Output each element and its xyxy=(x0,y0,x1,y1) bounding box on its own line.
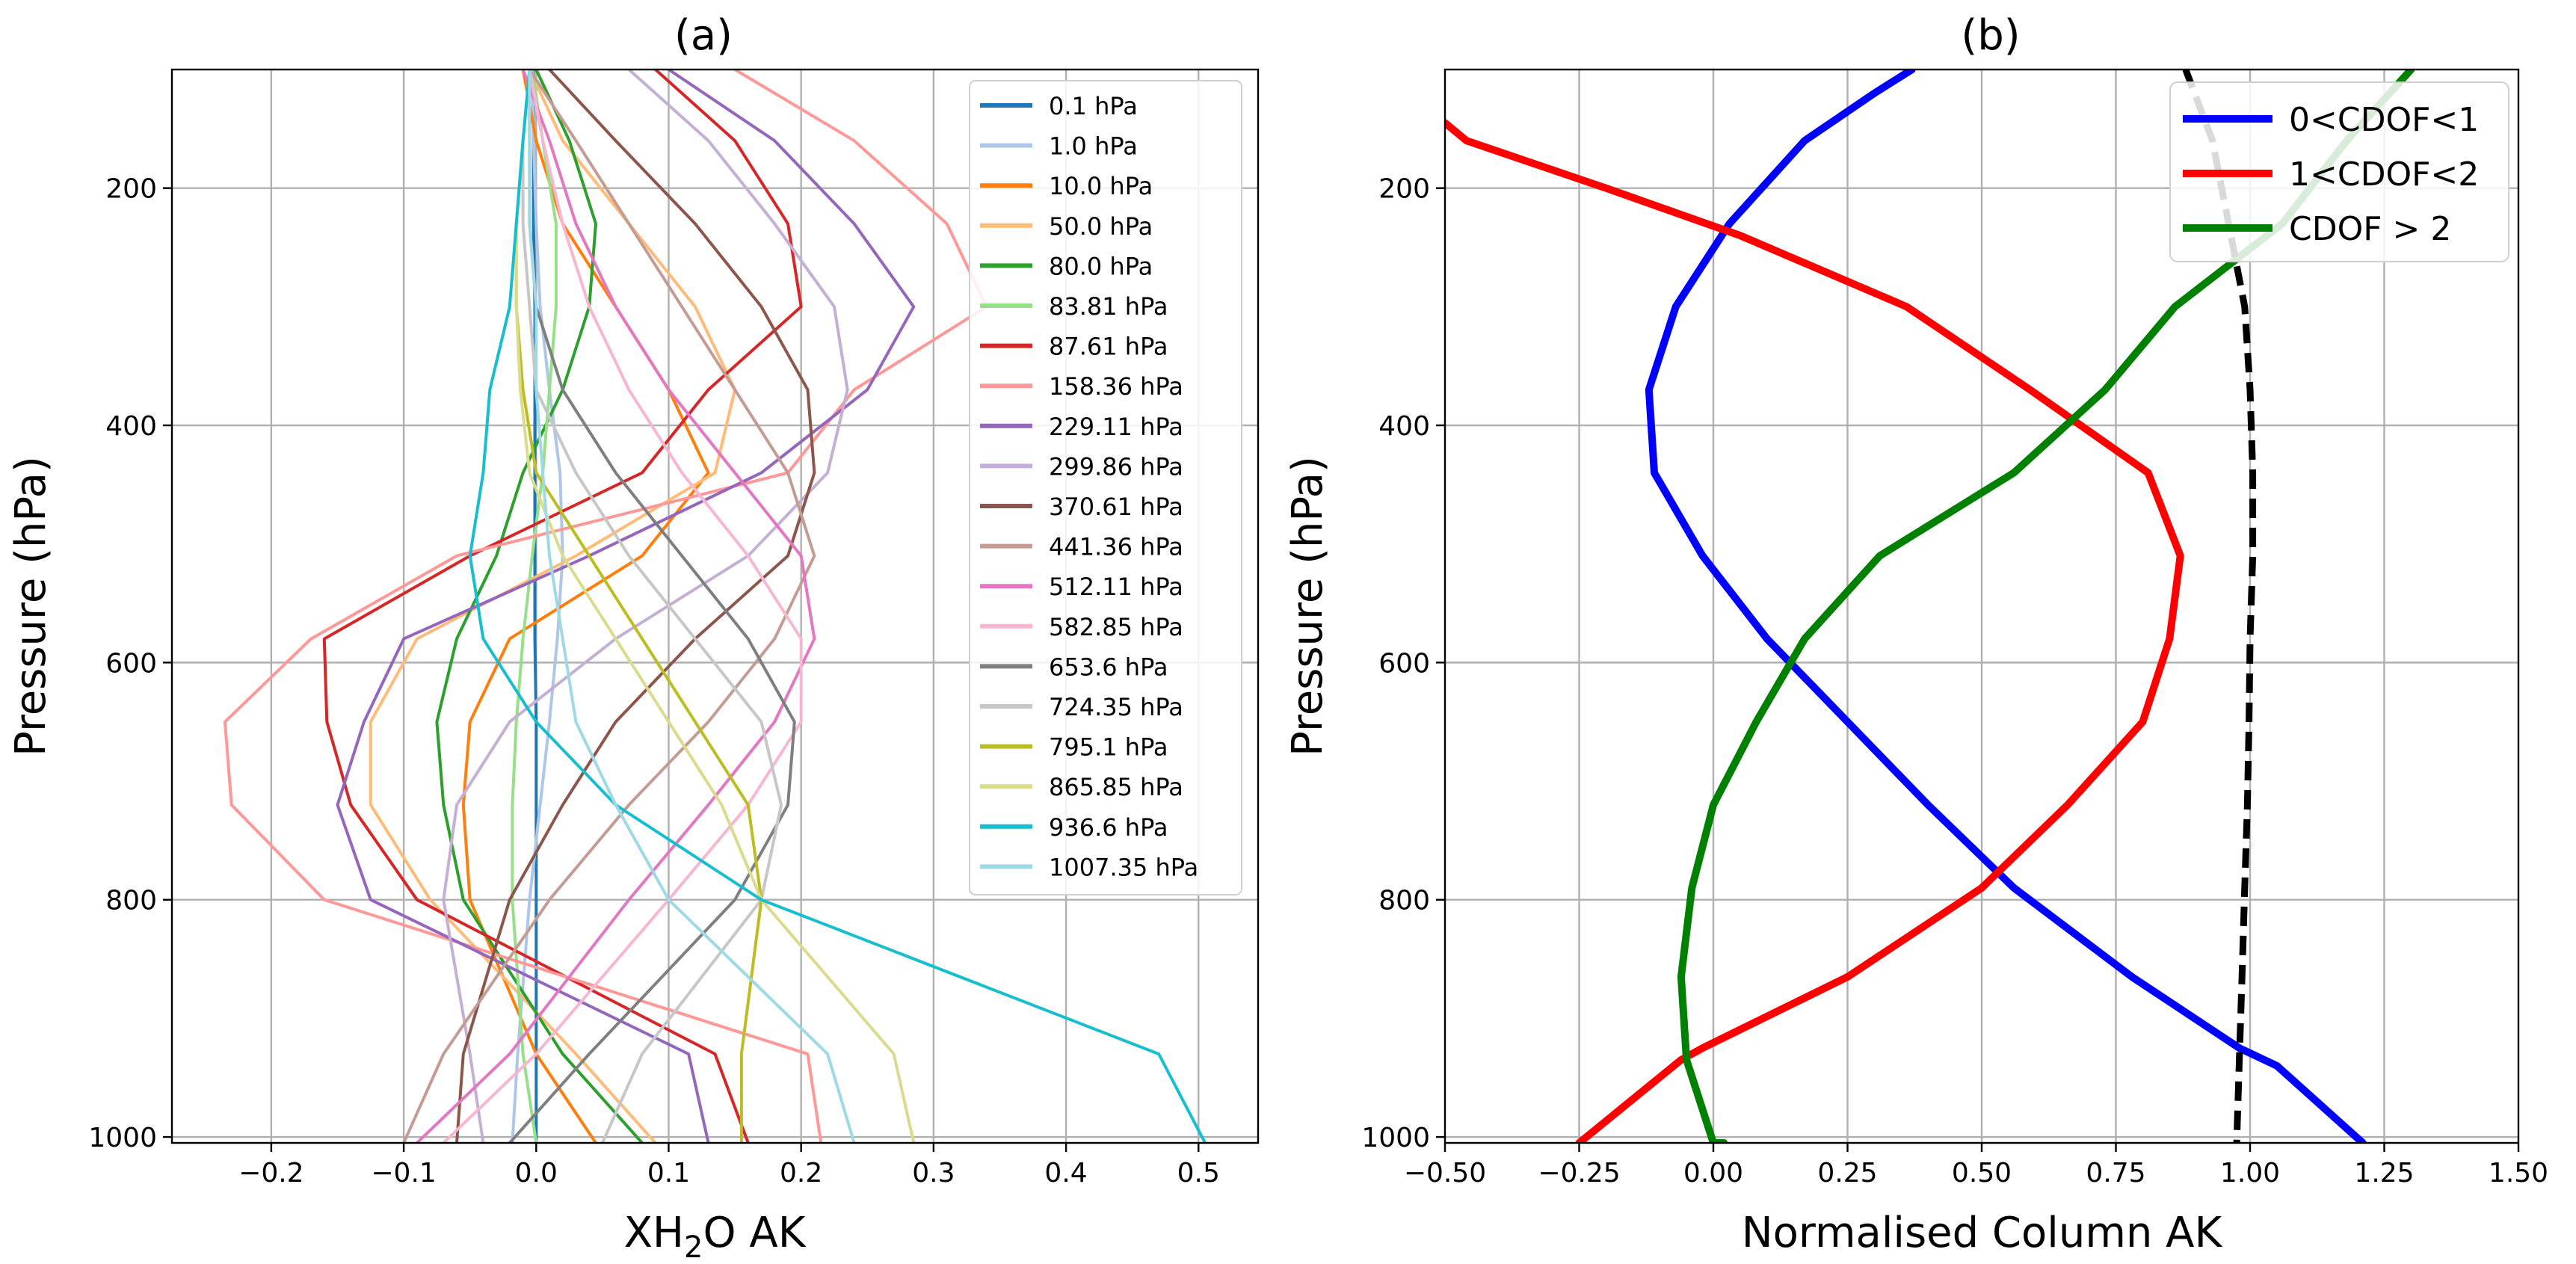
panel-b-xtick-label: 0.50 xyxy=(1952,1158,2012,1189)
panel-a-ylabel: Pressure (hPa) xyxy=(7,456,55,756)
panel-b-xtick-label: 0.25 xyxy=(1817,1158,1877,1189)
panel-b-xtick-label: −0.50 xyxy=(1404,1158,1486,1189)
panel-a-legend-label: 1007.35 hPa xyxy=(1049,853,1198,881)
panel-a-title: (a) xyxy=(674,11,733,60)
panel-b-legend-label: CDOF > 2 xyxy=(2289,210,2451,248)
panel-a-ytick-label: 800 xyxy=(105,886,157,916)
panel-a-frame xyxy=(170,68,1260,1144)
panel-a-ytick-label: 1000 xyxy=(88,1123,157,1153)
panel-a-series-line-12 xyxy=(415,70,816,1143)
panel-b-legend-label: 0<CDOF<1 xyxy=(2289,101,2479,139)
panel-a-ytick-label: 200 xyxy=(105,174,157,205)
panel-b-xtick-label: 1.50 xyxy=(2489,1158,2548,1189)
panel-b-ylabel: Pressure (hPa) xyxy=(1284,456,1332,756)
panel-a-legend-label: 865.85 hPa xyxy=(1049,773,1183,801)
panel-a-legend-label: 50.0 hPa xyxy=(1049,212,1153,241)
panel-a-legend-label: 87.61 hPa xyxy=(1049,333,1168,361)
panel-a-legend-label: 441.36 hPa xyxy=(1049,533,1183,561)
panel-b-xtick-label: 0.00 xyxy=(1683,1158,1743,1189)
panel-a-series xyxy=(223,70,1207,1143)
panel-a-series-line-7 xyxy=(223,70,988,1143)
panel-a-legend-label: 0.1 hPa xyxy=(1049,92,1138,120)
panel-b-ytick-label: 600 xyxy=(1378,648,1430,679)
panel-a-legend-label: 370.61 hPa xyxy=(1049,493,1183,521)
panel-b: (b) −0.50 −0.25 0.00 0.25 0.50 0.75 1.00 1.25 1.… xyxy=(1284,11,2548,1257)
panel-b-xtick-label: −0.25 xyxy=(1538,1158,1620,1189)
panel-a-series-line-0 xyxy=(531,70,538,1143)
panel-b-ytick-label: 200 xyxy=(1378,174,1430,205)
panel-a-series-line-4 xyxy=(435,70,644,1143)
panel-a-legend-box xyxy=(969,80,1242,895)
panel-a-legend-label: 582.85 hPa xyxy=(1049,613,1183,641)
panel-a-legend-label: 936.6 hPa xyxy=(1049,813,1168,842)
panel-b-y-ticks: 200 400 600 800 1000 xyxy=(1361,174,1445,1153)
panel-b-series-line-3 xyxy=(2182,70,2257,1143)
panel-a-legend-label: 10.0 hPa xyxy=(1049,172,1153,200)
panel-a-xtick-label: 0.3 xyxy=(912,1158,955,1189)
panel-b-legend: 0<CDOF<1 1<CDOF<2 CDOF > 2 xyxy=(2169,81,2509,262)
panel-a-legend-label: 229.11 hPa xyxy=(1049,413,1183,441)
panel-b-title: (b) xyxy=(1961,11,2020,60)
panel-a-legend-label: 512.11 hPa xyxy=(1049,573,1183,601)
panel-a-xtick-label: 0.5 xyxy=(1177,1158,1220,1189)
panel-a-series-line-19 xyxy=(528,70,856,1143)
panel-a-legend-label: 80.0 hPa xyxy=(1049,252,1153,280)
panel-a-series-line-10 xyxy=(455,70,816,1143)
panel-b-legend-box xyxy=(2169,81,2509,262)
panel-a-legend-label: 653.6 hPa xyxy=(1049,653,1168,681)
panel-a-legend-label: 158.36 hPa xyxy=(1049,372,1183,401)
panel-a-series-line-5 xyxy=(511,70,558,1143)
panel-b-xtick-label: 1.25 xyxy=(2354,1158,2414,1189)
panel-a-xtick-label: 0.0 xyxy=(515,1158,558,1189)
panel-a: (a) −0.2 −0.1 0.0 0.1 0.2 0.3 0.4 0.5 200 400 600… xyxy=(7,11,1260,1264)
panel-a-y-ticks: 200 400 600 800 1000 xyxy=(88,174,172,1153)
panel-a-legend-label: 299.86 hPa xyxy=(1049,452,1183,481)
panel-a-ytick-label: 600 xyxy=(105,648,157,679)
panel-b-ytick-label: 400 xyxy=(1378,411,1430,442)
panel-a-series-line-11 xyxy=(402,70,816,1143)
panel-b-xtick-label: 1.00 xyxy=(2220,1158,2280,1189)
panel-a-legend-label: 724.35 hPa xyxy=(1049,693,1183,721)
panel-b-series-line-1 xyxy=(1445,119,2184,1143)
panel-a-legend: 0.1 hPa 1.0 hPa 10.0 hPa 50.0 hPa 80.0 hPa 83… xyxy=(969,80,1242,895)
panel-a-legend-label: 83.81 hPa xyxy=(1049,292,1168,321)
panel-b-ytick-label: 1000 xyxy=(1361,1123,1430,1153)
panel-a-xtick-label: 0.2 xyxy=(780,1158,822,1189)
panel-b-series-line-0 xyxy=(1645,70,2367,1143)
panel-a-legend-label: 1.0 hPa xyxy=(1049,132,1138,161)
panel-a-ytick-label: 400 xyxy=(105,411,157,442)
panel-a-x-ticks: −0.2 −0.1 0.0 0.1 0.2 0.3 0.4 0.5 xyxy=(238,1143,1220,1189)
panel-a-xtick-label: −0.2 xyxy=(238,1158,303,1189)
panel-a-xtick-label: 0.1 xyxy=(647,1158,690,1189)
panel-a-xlabel: XH2O AK xyxy=(624,1209,807,1264)
panel-b-legend-label: 1<CDOF<2 xyxy=(2289,155,2479,194)
panel-b-xlabel: Normalised Column AK xyxy=(1742,1209,2223,1257)
panel-a-xtick-label: −0.1 xyxy=(371,1158,436,1189)
panel-a-xtick-label: 0.4 xyxy=(1044,1158,1087,1189)
panel-a-series-line-18 xyxy=(468,70,1207,1143)
panel-b-x-ticks: −0.50 −0.25 0.00 0.25 0.50 0.75 1.00 1.25 1.50 xyxy=(1404,1143,2548,1189)
panel-b-xtick-label: 0.75 xyxy=(2086,1158,2145,1189)
panel-a-legend-label: 795.1 hPa xyxy=(1049,733,1168,762)
panel-b-ytick-label: 800 xyxy=(1378,886,1430,916)
